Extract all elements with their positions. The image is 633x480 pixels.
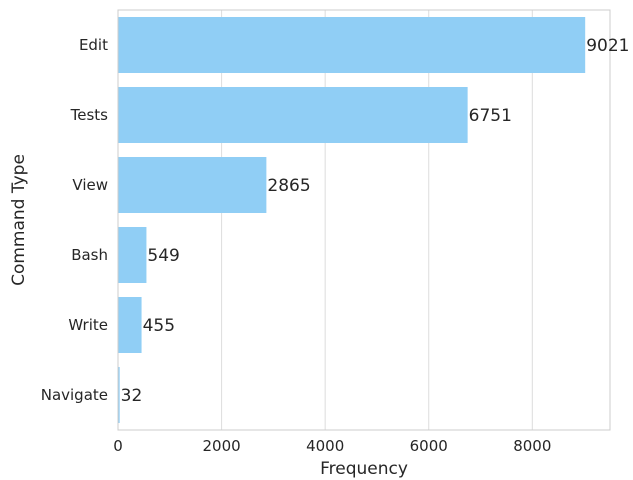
bar-edit xyxy=(118,17,586,73)
data-label-write: 455 xyxy=(143,316,175,336)
data-label-bash: 549 xyxy=(147,246,179,266)
x-tick-label: 2000 xyxy=(202,437,240,455)
x-tick-labels: 0 2000 4000 6000 8000 xyxy=(113,437,551,455)
x-tick-label: 8000 xyxy=(513,437,551,455)
bars xyxy=(118,17,586,423)
bar-navigate xyxy=(118,367,120,423)
bar-tests xyxy=(118,87,468,143)
bar-write xyxy=(118,297,142,353)
data-labels: 9021 6751 2865 549 455 32 xyxy=(121,36,630,406)
data-label-navigate: 32 xyxy=(121,386,143,406)
y-tick-labels: Edit Tests View Bash Write Navigate xyxy=(41,36,108,404)
x-tick-label: 6000 xyxy=(410,437,448,455)
y-tick-label-tests: Tests xyxy=(70,106,109,124)
data-label-tests: 6751 xyxy=(469,106,512,126)
bar-bash xyxy=(118,227,147,283)
y-tick-label-write: Write xyxy=(68,316,108,334)
x-tick-label: 4000 xyxy=(306,437,344,455)
data-label-view: 2865 xyxy=(267,176,310,196)
x-axis-label: Frequency xyxy=(320,459,408,479)
y-tick-label-bash: Bash xyxy=(71,246,108,264)
y-axis-label: Command Type xyxy=(9,154,29,286)
plot-frame xyxy=(117,9,611,431)
x-tick-label: 0 xyxy=(113,437,123,455)
data-label-edit: 9021 xyxy=(586,36,629,56)
y-tick-label-edit: Edit xyxy=(79,36,108,54)
bar-view xyxy=(118,157,267,213)
y-tick-label-view: View xyxy=(72,176,108,194)
y-tick-label-navigate: Navigate xyxy=(41,386,108,404)
